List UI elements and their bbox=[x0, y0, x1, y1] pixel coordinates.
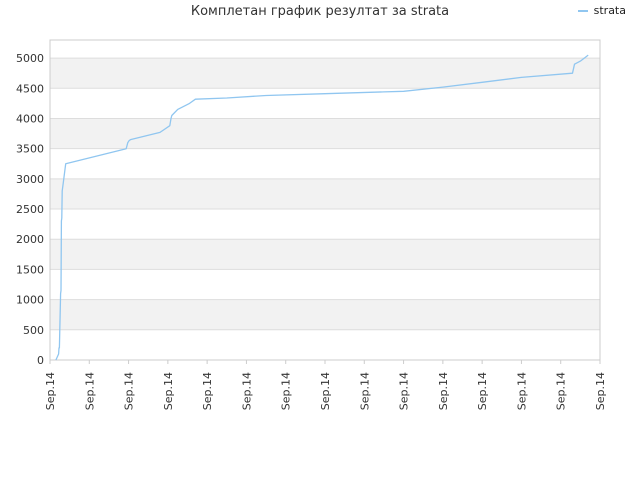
x-tick-label: Sep.14 bbox=[515, 372, 528, 410]
legend-label-strata: strata bbox=[593, 4, 626, 17]
x-tick-label: Sep.14 bbox=[358, 372, 371, 410]
grid-band bbox=[50, 299, 600, 330]
y-tick-label: 1500 bbox=[16, 263, 44, 276]
x-tick-label: Sep.14 bbox=[555, 372, 568, 410]
y-tick-label: 3500 bbox=[16, 143, 44, 156]
x-tick-label: Sep.14 bbox=[123, 372, 136, 410]
x-tick-label: Sep.14 bbox=[44, 372, 57, 410]
grid-band bbox=[50, 178, 600, 210]
x-tick-label: Sep.14 bbox=[594, 372, 607, 410]
x-tick-label: Sep.14 bbox=[201, 372, 214, 410]
chart-title: Комплетан график резултат за strata bbox=[190, 4, 450, 19]
x-tick-label: Sep.14 bbox=[319, 372, 332, 410]
y-tick-label: 4500 bbox=[16, 82, 44, 95]
x-tick-label: Sep.14 bbox=[83, 372, 96, 410]
x-tick-label: Sep.14 bbox=[280, 372, 293, 410]
y-tick-label: 4000 bbox=[16, 112, 44, 125]
x-tick-label: Sep.14 bbox=[240, 372, 253, 410]
grid-band bbox=[50, 118, 600, 149]
legend: strata bbox=[577, 4, 626, 17]
series-line-strata bbox=[55, 54, 589, 361]
grid-band bbox=[50, 239, 600, 270]
x-tick-label: Sep.14 bbox=[476, 372, 489, 410]
y-tick-label: 2000 bbox=[16, 233, 44, 246]
legend-swatch bbox=[577, 9, 588, 12]
y-tick-label: 1000 bbox=[16, 294, 44, 307]
y-tick-label: 5000 bbox=[16, 52, 44, 65]
y-tick-label: 2500 bbox=[16, 203, 44, 216]
grid-band bbox=[50, 58, 600, 89]
y-tick-label: 3000 bbox=[16, 173, 44, 186]
x-tick-label: Sep.14 bbox=[398, 372, 411, 410]
x-tick-label: Sep.14 bbox=[162, 372, 175, 410]
x-tick-label: Sep.14 bbox=[437, 372, 450, 410]
y-tick-label: 500 bbox=[23, 324, 44, 337]
y-tick-label: 0 bbox=[37, 354, 44, 367]
